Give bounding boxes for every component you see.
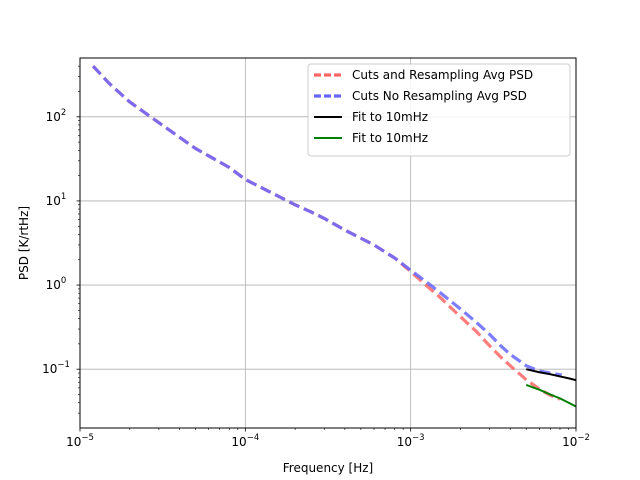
plot-frame (79, 57, 577, 429)
x-tick-label: 10−4 (231, 433, 259, 449)
series-group (91, 65, 576, 408)
x-tick-label: 10−2 (562, 433, 590, 449)
y-axis-label: PSD [K/rtHz] (17, 206, 31, 280)
y-tick-label: 10−1 (42, 360, 70, 376)
legend-label: Fit to 10mHz (352, 110, 428, 124)
series-line-2 (91, 65, 563, 377)
legend-label: Fit to 10mHz (352, 131, 428, 145)
series-line-4 (525, 384, 576, 408)
x-tick-label: 10−5 (66, 433, 94, 449)
legend-label: Cuts No Resampling Avg PSD (352, 89, 527, 103)
x-axis-label: Frequency [Hz] (283, 461, 374, 475)
y-tick-label: 101 (46, 192, 67, 208)
legend-label: Cuts and Resampling Avg PSD (352, 68, 533, 82)
y-tick-label: 102 (46, 108, 67, 124)
x-tick-label: 10−3 (397, 433, 425, 449)
legend: Cuts and Resampling Avg PSD Cuts No Resam… (307, 63, 571, 157)
ticks: 10−5 10−4 10−3 10−2 10−1 100 101 102 (42, 65, 590, 449)
y-tick-label: 100 (46, 276, 67, 292)
series-line-3 (526, 368, 576, 382)
legend-box (307, 63, 571, 157)
